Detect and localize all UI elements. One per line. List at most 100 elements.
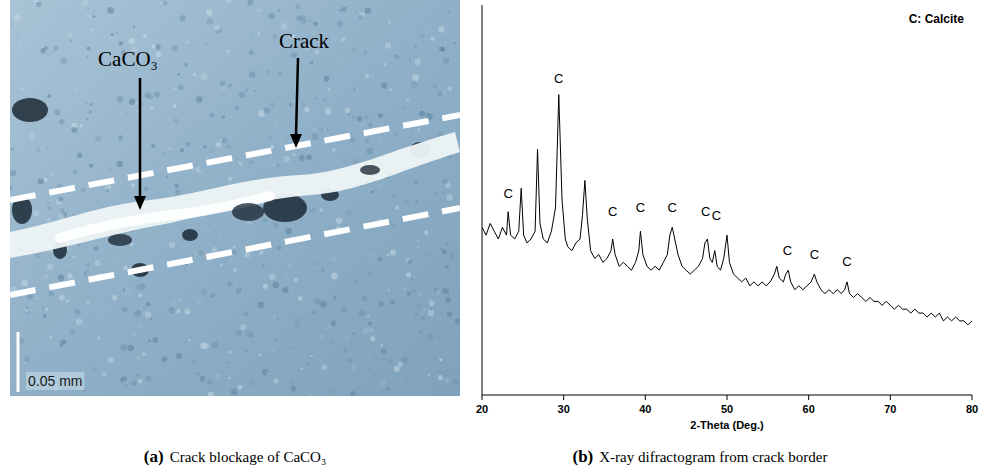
texture: [263, 218, 267, 222]
texture: [169, 242, 175, 248]
texture: [352, 47, 356, 51]
texture: [267, 372, 269, 374]
texture: [138, 379, 142, 383]
texture: [259, 252, 262, 255]
scale-bar-label: 0.05 mm: [28, 373, 82, 389]
texture: [272, 315, 276, 319]
texture: [407, 340, 409, 342]
texture: [449, 250, 453, 254]
texture: [394, 132, 399, 137]
texture: [402, 173, 404, 175]
texture: [137, 323, 142, 328]
texture: [14, 15, 20, 21]
texture: [278, 8, 281, 11]
texture: [203, 44, 208, 49]
texture: [401, 107, 404, 110]
panel-label: (a): [144, 447, 164, 466]
texture: [278, 136, 284, 142]
texture: [10, 22, 14, 27]
texture: [129, 99, 135, 105]
texture: [203, 145, 206, 148]
texture: [92, 42, 95, 45]
texture: [118, 41, 123, 46]
texture: [241, 16, 243, 18]
texture: [86, 263, 90, 267]
texture: [440, 247, 442, 249]
texture: [264, 159, 267, 162]
texture: [313, 129, 315, 131]
texture: [71, 127, 77, 133]
texture: [97, 337, 100, 340]
texture: [43, 314, 47, 318]
texture: [257, 32, 261, 36]
texture: [441, 191, 445, 195]
texture: [258, 354, 261, 357]
texture: [294, 278, 298, 282]
texture: [417, 128, 420, 131]
texture: [249, 257, 251, 259]
texture: [244, 312, 248, 316]
texture: [24, 356, 30, 362]
texture: [40, 279, 44, 283]
texture: [438, 375, 443, 380]
texture: [184, 63, 188, 67]
texture: [33, 210, 39, 216]
texture: [214, 328, 216, 330]
texture: [208, 392, 214, 396]
texture: [222, 87, 225, 90]
texture: [445, 297, 451, 303]
texture: [53, 45, 58, 50]
texture: [290, 379, 293, 382]
peak-label: C: [712, 208, 721, 223]
micrograph-ground: [10, 0, 460, 396]
texture: [453, 42, 455, 44]
texture: [455, 318, 460, 323]
texture: [61, 339, 66, 344]
texture: [324, 76, 330, 82]
texture: [201, 277, 206, 282]
texture: [178, 85, 183, 90]
texture: [198, 250, 204, 256]
texture: [441, 38, 444, 41]
texture: [122, 306, 127, 311]
texture: [409, 59, 411, 61]
texture: [315, 162, 317, 164]
texture: [247, 0, 253, 5]
texture: [353, 332, 355, 334]
texture: [272, 282, 279, 289]
texture: [293, 318, 299, 324]
texture: [71, 264, 73, 266]
texture: [406, 99, 409, 102]
texture: [433, 68, 437, 72]
texture: [323, 99, 327, 103]
x-tick: [645, 395, 646, 400]
texture: [263, 284, 268, 289]
texture: [192, 360, 197, 365]
texture: [18, 44, 21, 47]
texture: [446, 243, 448, 245]
texture: [339, 9, 343, 13]
texture: [207, 379, 213, 385]
texture: [25, 309, 27, 311]
texture: [310, 61, 313, 64]
texture: [411, 279, 413, 281]
texture: [146, 376, 151, 381]
texture: [419, 111, 425, 117]
texture: [366, 148, 373, 155]
texture: [133, 158, 139, 164]
texture: [428, 310, 434, 316]
texture: [352, 365, 356, 369]
texture: [69, 39, 72, 42]
texture: [415, 200, 418, 203]
texture: [47, 94, 51, 98]
texture: [131, 183, 135, 187]
texture: [128, 345, 134, 351]
texture: [83, 0, 89, 6]
texture: [43, 194, 45, 196]
texture: [222, 138, 227, 143]
texture: [363, 279, 365, 281]
texture: [249, 50, 254, 55]
texture: [419, 294, 421, 296]
texture: [231, 389, 237, 395]
texture: [228, 128, 233, 133]
